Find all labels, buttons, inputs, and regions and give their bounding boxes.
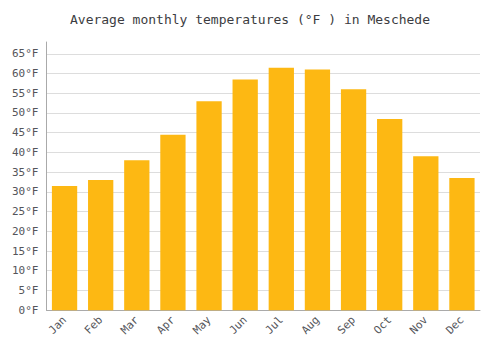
svg-text:20°F: 20°F: [12, 225, 39, 238]
svg-text:10°F: 10°F: [12, 264, 39, 277]
svg-text:40°F: 40°F: [12, 146, 39, 159]
svg-text:45°F: 45°F: [12, 126, 39, 139]
svg-text:65°F: 65°F: [12, 47, 39, 60]
svg-text:Mar: Mar: [118, 313, 141, 336]
svg-text:55°F: 55°F: [12, 87, 39, 100]
svg-text:Feb: Feb: [82, 314, 105, 337]
svg-text:Dec: Dec: [443, 314, 466, 337]
svg-text:May: May: [190, 313, 213, 336]
svg-text:Nov: Nov: [407, 313, 430, 336]
svg-text:5°F: 5°F: [19, 284, 39, 297]
svg-text:Aug: Aug: [299, 314, 322, 337]
svg-text:25°F: 25°F: [12, 205, 39, 218]
svg-text:35°F: 35°F: [12, 166, 39, 179]
svg-text:Oct: Oct: [371, 314, 394, 337]
svg-text:Jan: Jan: [46, 314, 69, 337]
svg-text:Sep: Sep: [335, 314, 358, 337]
svg-text:15°F: 15°F: [12, 245, 39, 258]
svg-text:60°F: 60°F: [12, 67, 39, 80]
svg-text:0°F: 0°F: [19, 304, 39, 317]
svg-text:Jun: Jun: [227, 314, 250, 337]
svg-text:50°F: 50°F: [12, 106, 39, 119]
svg-text:Jul: Jul: [263, 314, 286, 337]
svg-text:30°F: 30°F: [12, 185, 39, 198]
svg-text:Average monthly temperatures (: Average monthly temperatures (°F ) in Me…: [70, 12, 430, 27]
svg-text:Apr: Apr: [154, 313, 177, 336]
